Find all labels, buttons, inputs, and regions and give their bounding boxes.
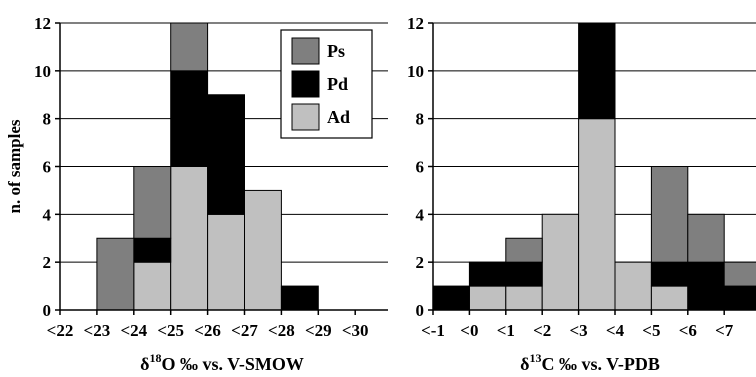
x-axis-title-rest: O ‰ vs. V-SMOW [162, 354, 304, 374]
bar-pd [170, 70, 209, 167]
y-tick-label: 8 [43, 110, 52, 129]
y-tick-label: 4 [43, 205, 52, 224]
bar-ps [96, 237, 135, 311]
bar-ad [578, 118, 616, 311]
x-tick-label: <22 [47, 321, 74, 340]
bar-ad [541, 213, 580, 311]
x-tick-label: <7 [715, 321, 734, 340]
bar-pd [133, 237, 172, 263]
x-axis-title-sup: 13 [530, 351, 542, 365]
x-axis-title-prefix: δ [140, 354, 149, 374]
y-tick-label: 8 [416, 110, 425, 129]
x-axis-title-rest: C ‰ vs. V-PDB [542, 354, 660, 374]
legend-swatch-ad [291, 103, 320, 131]
bar-ad [133, 261, 172, 311]
bar-ps [170, 22, 209, 72]
x-tick-label: <23 [84, 321, 111, 340]
legend: Ps Pd Ad [280, 29, 373, 139]
x-tick-label: <0 [460, 321, 478, 340]
bar-ad [614, 261, 652, 311]
bar-ps [133, 166, 172, 239]
bar-pd [650, 261, 689, 287]
y-tick-label: 2 [43, 253, 52, 272]
chart-2: 0 2 4 6 8 10 12 <-1 <0 <1 <2 <3 <4 <5 <6 <7 δ13C ‰ vs. V… [407, 14, 756, 374]
legend-label-ad: Ad [327, 107, 350, 127]
x-tick-label: <28 [268, 321, 295, 340]
bar-pd [578, 22, 616, 120]
bar-pd [723, 285, 756, 311]
bar-ad [170, 166, 209, 311]
x-tick-label: <27 [231, 321, 258, 340]
y-axis-title: n. of samples [5, 119, 24, 213]
legend-label-ps: Ps [327, 41, 345, 61]
bar-ps [723, 261, 756, 287]
x-axis-title: δ13C ‰ vs. V-PDB [520, 351, 660, 374]
x-tick-label: <24 [120, 321, 147, 340]
x-tick-label: <5 [642, 321, 660, 340]
x-tick-label: <30 [342, 321, 369, 340]
y-tick-label: 10 [407, 62, 424, 81]
x-tick-label: <-1 [421, 321, 445, 340]
y-tick-label: 0 [416, 301, 425, 320]
x-tick-label: <25 [157, 321, 184, 340]
x-tick-label: <29 [305, 321, 332, 340]
legend-label-pd: Pd [327, 74, 348, 94]
bar-ad [244, 189, 282, 311]
y-tick-label: 10 [34, 62, 51, 81]
bar-ps [687, 213, 725, 263]
bar-pd [468, 261, 507, 287]
bar-pd [432, 285, 470, 311]
bar-ps [505, 237, 543, 263]
bar-pd [207, 94, 246, 215]
y-tick-label: 6 [43, 158, 52, 177]
chart-1: 0 2 4 6 8 10 12 <22 <23 <24 <25 <26 <27 <28 <29 <30 δ18O… [5, 14, 388, 374]
bar-ad [505, 285, 543, 311]
x-axis-title-sup: 18 [150, 351, 162, 365]
legend-swatch-pd [291, 70, 320, 98]
x-tick-label: <1 [497, 321, 515, 340]
bar-ad [650, 285, 689, 311]
bar-ad [468, 285, 507, 311]
bar-ps [650, 166, 689, 263]
x-tick-label: <4 [606, 321, 625, 340]
y-tick-label: 12 [34, 14, 51, 33]
x-axis-title-prefix: δ [520, 354, 529, 374]
bar-pd [505, 261, 543, 287]
bar-pd [687, 261, 725, 311]
x-tick-label: <6 [679, 321, 697, 340]
bar-ad [207, 213, 246, 311]
x-tick-label: <2 [533, 321, 551, 340]
y-tick-label: 2 [416, 253, 425, 272]
y-tick-label: 6 [416, 158, 425, 177]
x-axis-title: δ18O ‰ vs. V-SMOW [140, 351, 304, 374]
y-tick-label: 0 [43, 301, 52, 320]
x-tick-label: <3 [570, 321, 588, 340]
y-tick-label: 12 [407, 14, 424, 33]
bar-pd [280, 285, 319, 311]
y-tick-label: 4 [416, 205, 425, 224]
x-tick-label: <26 [194, 321, 221, 340]
legend-swatch-ps [291, 37, 320, 65]
